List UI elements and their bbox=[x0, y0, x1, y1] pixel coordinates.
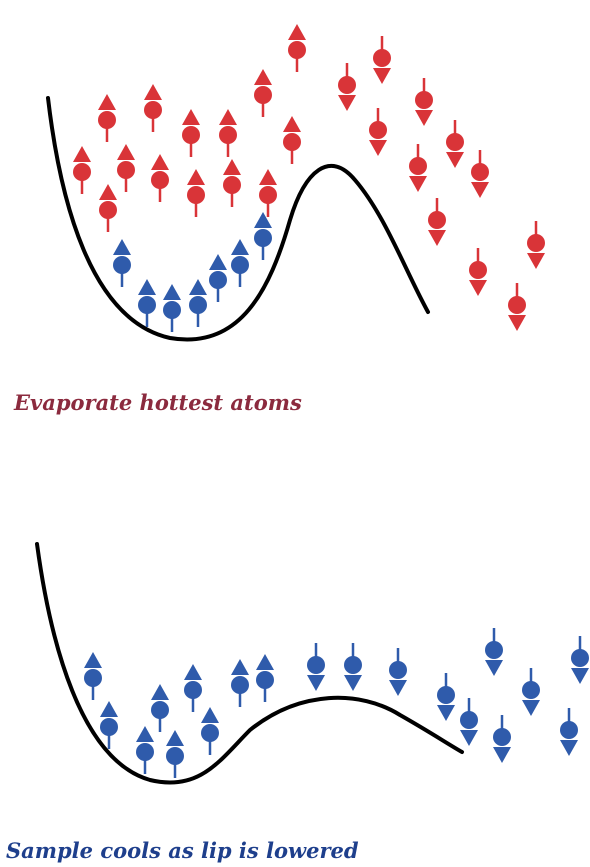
spin-up-atom-icon bbox=[166, 730, 184, 778]
spin-up-atom-icon bbox=[209, 254, 227, 302]
spin-up-atom-icon bbox=[219, 109, 237, 157]
spin-up-atom-icon bbox=[283, 116, 301, 164]
spin-up-atom-icon bbox=[100, 701, 118, 749]
spin-up-atom-icon bbox=[254, 212, 272, 260]
spin-up-atom-icon bbox=[113, 239, 131, 287]
potential-well-bottom bbox=[35, 542, 464, 785]
spin-up-atom-icon bbox=[184, 664, 202, 712]
spin-up-atom-icon bbox=[189, 279, 207, 327]
spin-up-atom-icon bbox=[163, 284, 181, 332]
spin-up-atom-icon bbox=[256, 654, 274, 702]
spin-up-atom-icon bbox=[182, 109, 200, 157]
spin-down-atom-icon bbox=[460, 698, 478, 746]
spin-up-atom-icon bbox=[231, 239, 249, 287]
spin-down-atom-icon bbox=[437, 673, 455, 721]
spin-up-atom-icon bbox=[223, 159, 241, 207]
spin-up-atom-icon bbox=[201, 707, 219, 755]
spin-up-atom-icon bbox=[187, 169, 205, 217]
spin-down-atom-icon bbox=[389, 648, 407, 696]
spin-down-atom-icon bbox=[493, 715, 511, 763]
spin-down-atom-icon bbox=[415, 78, 433, 126]
atoms-bottom-group bbox=[84, 628, 589, 778]
caption-evaporate: Evaporate hottest atoms bbox=[14, 390, 302, 415]
spin-down-atom-icon bbox=[307, 643, 325, 691]
spin-down-atom-icon bbox=[485, 628, 503, 676]
spin-down-atom-icon bbox=[428, 198, 446, 246]
atoms-top-group bbox=[73, 24, 545, 332]
spin-down-atom-icon bbox=[344, 643, 362, 691]
spin-up-atom-icon bbox=[136, 726, 154, 774]
spin-up-atom-icon bbox=[138, 279, 156, 327]
spin-up-atom-icon bbox=[151, 154, 169, 202]
spin-down-atom-icon bbox=[471, 150, 489, 198]
spin-down-atom-icon bbox=[469, 248, 487, 296]
spin-up-atom-icon bbox=[144, 84, 162, 132]
spin-down-atom-icon bbox=[409, 144, 427, 192]
spin-down-atom-icon bbox=[369, 108, 387, 156]
spin-down-atom-icon bbox=[373, 36, 391, 84]
spin-down-atom-icon bbox=[508, 283, 526, 331]
spin-up-atom-icon bbox=[231, 659, 249, 707]
spin-up-atom-icon bbox=[98, 94, 116, 142]
spin-up-atom-icon bbox=[73, 146, 91, 194]
spin-up-atom-icon bbox=[254, 69, 272, 117]
spin-down-atom-icon bbox=[527, 221, 545, 269]
spin-up-atom-icon bbox=[84, 652, 102, 700]
spin-down-atom-icon bbox=[338, 63, 356, 111]
spin-down-atom-icon bbox=[560, 708, 578, 756]
spin-up-atom-icon bbox=[288, 24, 306, 72]
spin-up-atom-icon bbox=[117, 144, 135, 192]
spin-down-atom-icon bbox=[571, 636, 589, 684]
spin-up-atom-icon bbox=[99, 184, 117, 232]
potential-well-top bbox=[46, 96, 430, 342]
spin-up-atom-icon bbox=[259, 169, 277, 217]
spin-up-atom-icon bbox=[151, 684, 169, 732]
spin-down-atom-icon bbox=[522, 668, 540, 716]
spin-down-atom-icon bbox=[446, 120, 464, 168]
caption-sample-cools: Sample cools as lip is lowered bbox=[6, 838, 359, 863]
